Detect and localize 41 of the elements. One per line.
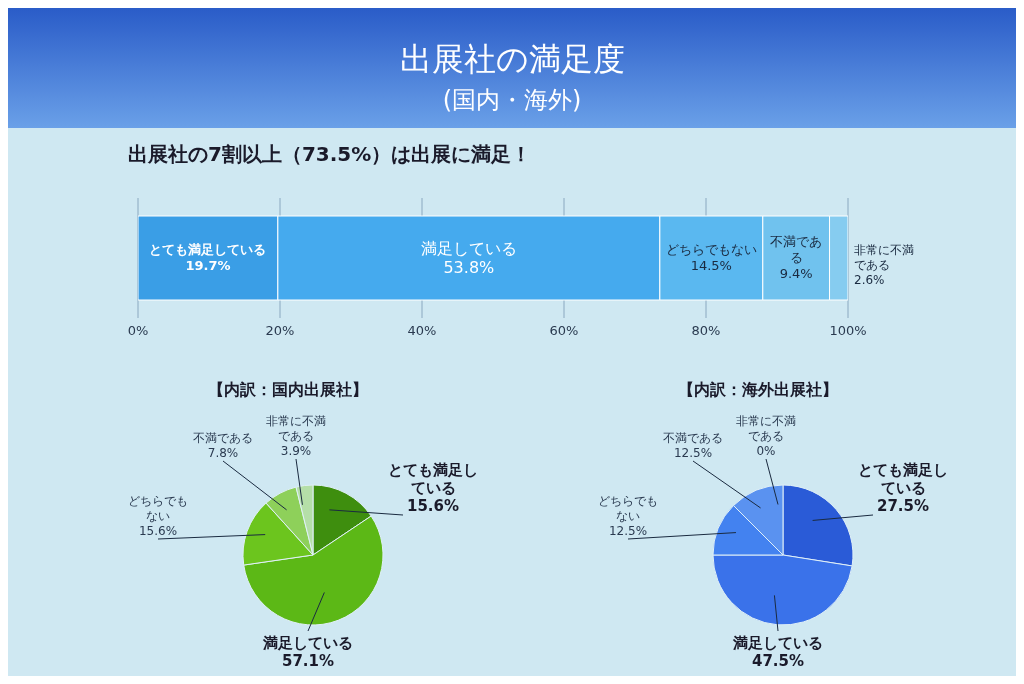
series-label: とても満足している (149, 242, 267, 258)
data-label: 15.6% (406, 497, 460, 515)
data-label: 2.6% (854, 273, 885, 287)
series-label: どちらでもない (665, 242, 757, 258)
text: 0% (756, 444, 776, 458)
slice-label: どちらでもない (598, 494, 658, 523)
data-label: 27.5% (876, 497, 930, 515)
category-label: 非常に不満である (736, 414, 796, 443)
x-tick-label: 20% (265, 323, 295, 339)
slice-label: 不満である (193, 431, 253, 445)
data-label: 15.6% (138, 524, 178, 538)
series-label: 非常に不満である (854, 243, 914, 272)
chart-title: 出展社の満足度 (398, 39, 626, 80)
data-label: 53.8% (443, 257, 495, 277)
data-label: 12.5% (608, 524, 648, 538)
data-label: 12.5% (673, 446, 713, 460)
chart-title: 【内訳：海外出展社】 (677, 380, 839, 401)
data-label: 3.9% (280, 444, 312, 458)
slice-label: とても満足している (388, 461, 478, 497)
data-label: 9.4% (779, 266, 813, 282)
slice-label: とても満足している (858, 461, 948, 497)
x-tick-label: 40% (407, 323, 437, 339)
slice-label: 不満である (663, 431, 723, 445)
series-label: 不満である (770, 234, 823, 266)
x-tick-label: 60% (549, 323, 579, 339)
data-label: 19.7% (185, 258, 231, 274)
chart-subtitle: (国内・海外) (441, 85, 583, 116)
data-label: 47.5% (751, 652, 805, 670)
slice-label: 満足している (732, 634, 823, 652)
text: 出展社の7割以上（73.5%）は出展に満足！ (128, 141, 532, 168)
slice-label: 満足している (262, 634, 353, 652)
data-label: 14.5% (690, 258, 732, 274)
slice-label: 非常に不満である (266, 414, 326, 443)
x-tick-label: 0% (127, 323, 149, 339)
x-tick-label: 80% (691, 323, 721, 339)
data-label: 7.8% (207, 446, 239, 460)
chart-title: 【内訳：国内出展社】 (207, 380, 369, 401)
slice-label: どちらでもない (128, 494, 188, 523)
x-tick-label: 100% (829, 323, 867, 339)
data-label: 57.1% (281, 652, 335, 670)
series-label: 満足している (420, 238, 517, 258)
